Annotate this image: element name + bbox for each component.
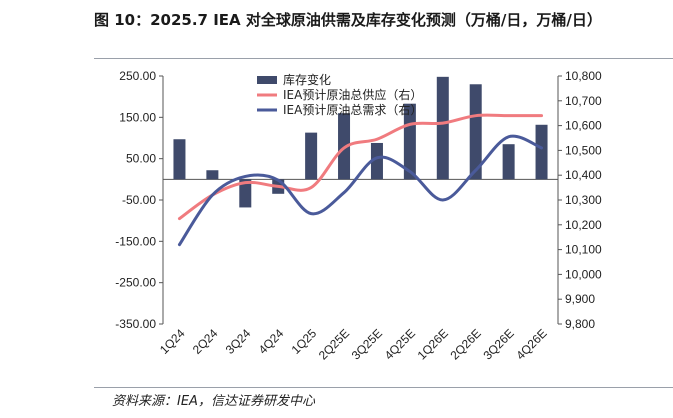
left-tick-label: 150.00 [119, 110, 156, 124]
left-tick-label: -50.00 [122, 193, 156, 207]
right-tick-label: 10,300 [565, 193, 602, 207]
supply-line [177, 113, 544, 221]
bar [436, 76, 449, 180]
legend-label-supply: IEA预计原油总供应（右） [283, 87, 422, 102]
right-tick-label: 10,700 [565, 94, 602, 108]
frame-top-rule [94, 58, 673, 59]
category-label: 1Q26E [415, 326, 451, 362]
legend-label-bar: 库存变化 [283, 72, 331, 87]
category-label: 2Q26E [448, 326, 484, 362]
right-tick-label: 10,000 [565, 267, 602, 281]
bar [469, 84, 482, 180]
frame-bottom-rule [94, 387, 673, 388]
right-tick-label: 9,900 [565, 292, 595, 306]
right-tick-label: 10,400 [565, 168, 602, 182]
figure-title: 图 10：2025.7 IEA 对全球原油供需及库存变化预测（万桶/日，万桶/日… [94, 11, 602, 29]
right-tick-label: 10,800 [565, 69, 602, 83]
category-label: 3Q24 [223, 326, 254, 357]
bar-layer [173, 76, 548, 208]
category-label: 4Q24 [256, 326, 287, 357]
category-label: 2Q24 [190, 326, 221, 357]
bar [305, 132, 318, 180]
category-label: 1Q25 [289, 326, 320, 357]
left-tick-label: 250.00 [119, 69, 156, 83]
right-tick-label: 10,200 [565, 218, 602, 232]
bar [239, 179, 252, 208]
source-note: 资料来源：IEA，信达证券研发中心 [112, 394, 315, 409]
right-tick-label: 10,600 [565, 119, 602, 133]
bar [173, 139, 186, 180]
bar [370, 142, 383, 180]
bar [502, 144, 515, 180]
right-tick-label: 10,100 [565, 243, 602, 257]
category-label: 3Q26E [480, 326, 516, 362]
left-tick-label: -350.00 [115, 317, 156, 331]
left-tick-label: 50.00 [126, 152, 156, 166]
line-layer [177, 113, 544, 247]
category-label: 2Q25E [316, 326, 352, 362]
legend-label-demand: IEA预计原油总需求（右） [283, 102, 422, 117]
right-tick-label: 10,500 [565, 143, 602, 157]
left-tick-label: -250.00 [115, 276, 156, 290]
category-label: 4Q25E [382, 326, 418, 362]
category-label: 3Q25E [349, 326, 385, 362]
chart: 250.00 150.00 50.00 -50.00 -150.00 -250.00 -35… [115, 69, 602, 363]
legend-swatch-bar [257, 76, 277, 84]
category-label: 1Q24 [157, 326, 188, 357]
demand-line [177, 134, 544, 247]
bar [206, 170, 219, 180]
right-tick-label: 9,800 [565, 317, 595, 331]
category-label: 4Q26E [513, 326, 549, 362]
bar [535, 124, 548, 180]
left-tick-label: -150.00 [115, 234, 156, 248]
